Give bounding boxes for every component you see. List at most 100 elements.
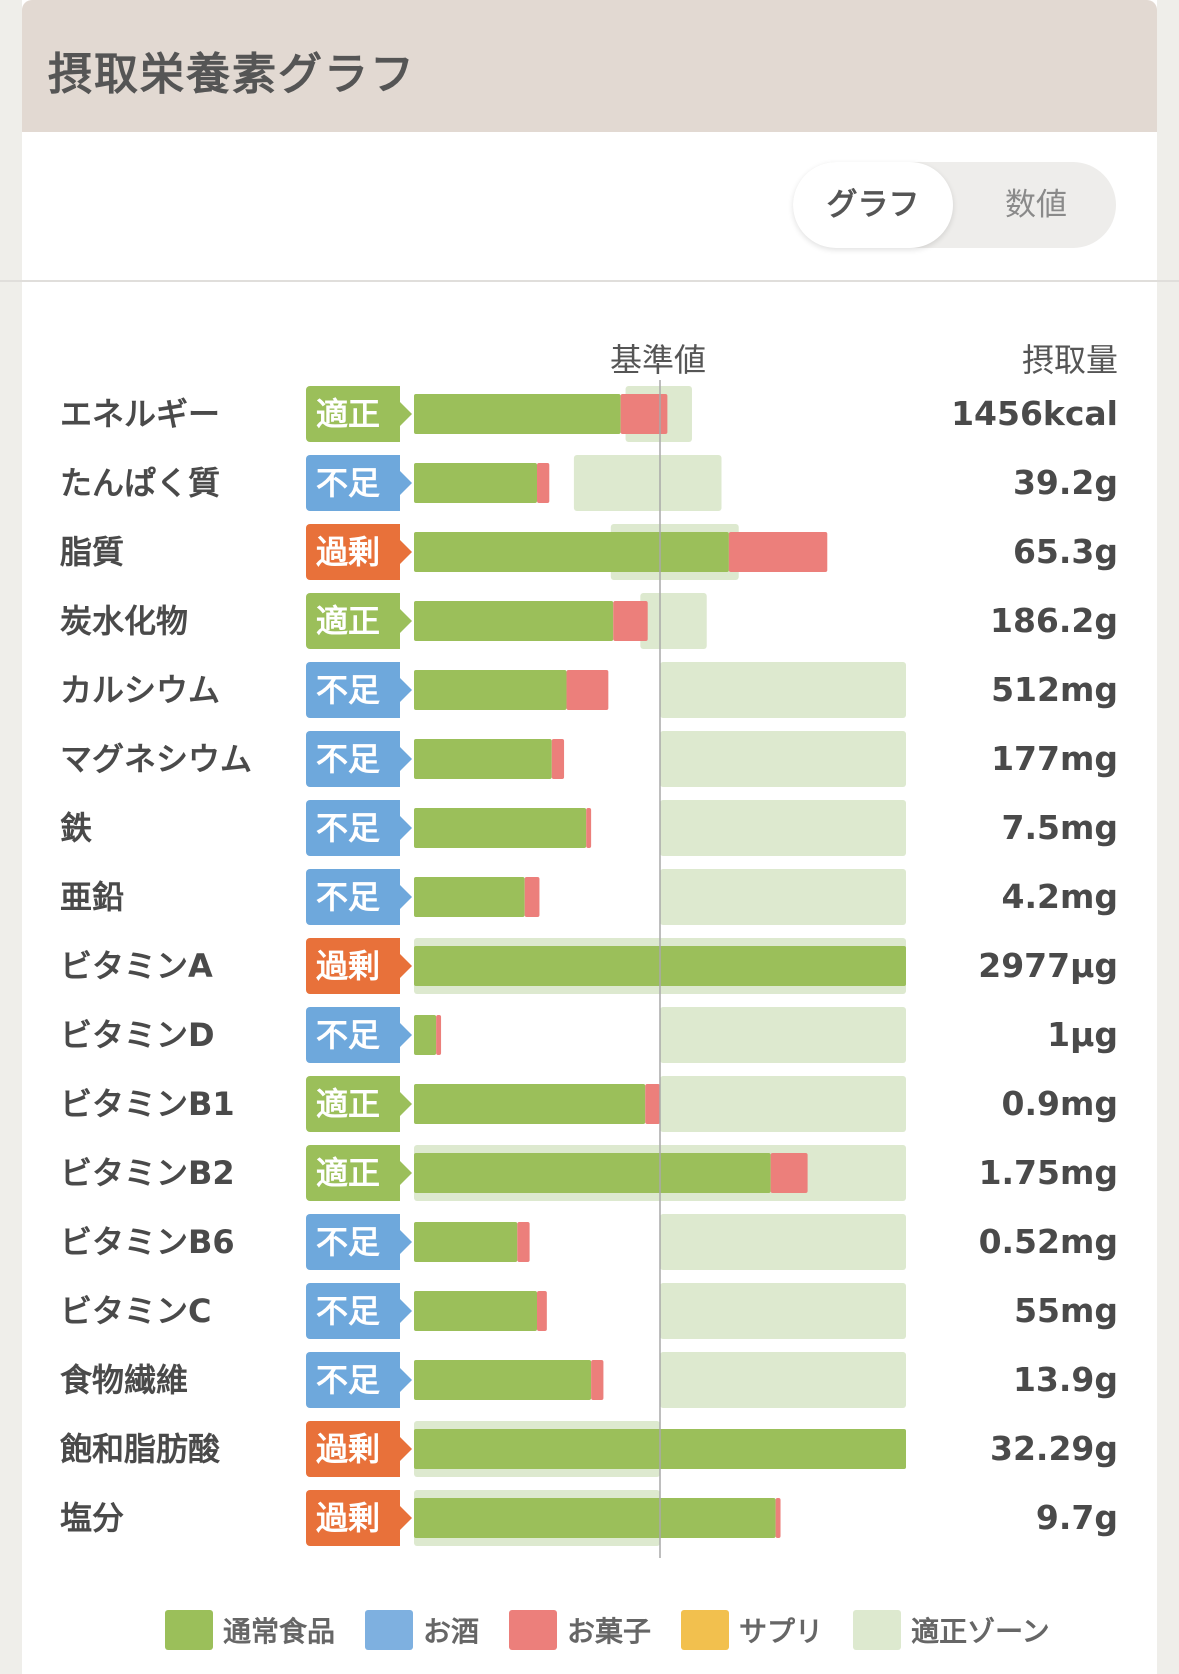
legend-item: お酒	[365, 1610, 479, 1650]
nutrient-label: 亜鉛	[60, 878, 125, 916]
status-badge: 不足	[306, 800, 412, 856]
toggle-number[interactable]: 数値	[1005, 187, 1067, 223]
bar-お菓子	[620, 394, 668, 434]
ok-zone	[660, 731, 906, 787]
bar-お菓子	[591, 1360, 604, 1400]
legend-swatch	[681, 1610, 730, 1650]
bar-お菓子	[728, 532, 828, 572]
nutrient-label: 脂質	[60, 533, 125, 571]
nutrient-label: ビタミンD	[60, 1016, 215, 1054]
ok-zone	[660, 869, 906, 925]
amount-value: 512mg	[991, 670, 1118, 709]
bar-お菓子	[537, 463, 550, 503]
bar-お菓子	[770, 1153, 808, 1193]
amount-value: 9.7g	[1035, 1498, 1118, 1537]
amount-value: 4.2mg	[1001, 877, 1118, 916]
view-toggle[interactable]: グラフ 数値	[793, 162, 1116, 248]
status-badge: 不足	[306, 1214, 412, 1270]
status-badge: 適正	[306, 593, 412, 649]
nutrient-label: 炭水化物	[60, 602, 189, 640]
ok-zone	[660, 1352, 906, 1408]
status-badge: 過剰	[306, 1421, 412, 1477]
bar-通常食品	[414, 394, 621, 434]
status-badge: 適正	[306, 1145, 412, 1201]
amount-value: 1456kcal	[951, 394, 1118, 433]
amount-value: 13.9g	[1012, 1360, 1118, 1399]
legend-item: お菓子	[509, 1610, 651, 1650]
amount-value: 1μg	[1047, 1015, 1118, 1054]
ok-zone	[660, 662, 906, 718]
status-badge: 不足	[306, 662, 412, 718]
ok-zone	[660, 1007, 906, 1063]
bar-お菓子	[537, 1291, 547, 1331]
status-badge: 不足	[306, 869, 412, 925]
bar-お菓子	[517, 1222, 530, 1262]
status-badge: 適正	[306, 1076, 412, 1132]
amount-value: 177mg	[991, 739, 1118, 778]
bar-通常食品	[414, 601, 614, 641]
nutrient-label: ビタミンB6	[60, 1223, 235, 1261]
bar-お菓子	[524, 877, 540, 917]
nutrient-label: エネルギー	[60, 395, 221, 433]
amount-value: 32.29g	[989, 1429, 1118, 1468]
bar-通常食品	[414, 739, 552, 779]
nutrient-label: 鉄	[60, 809, 93, 847]
nutrient-label: 塩分	[60, 1499, 125, 1537]
legend-swatch	[853, 1610, 902, 1650]
legend-item: 適正ゾーン	[853, 1610, 1050, 1650]
bar-通常食品	[414, 808, 587, 848]
nutrient-label: ビタミンB2	[60, 1154, 235, 1192]
legend-label: 適正ゾーン	[911, 1615, 1050, 1648]
page-title: 摂取栄養素グラフ	[48, 49, 416, 100]
bar-通常食品	[414, 1084, 646, 1124]
nutrient-label: 飽和脂肪酸	[60, 1430, 221, 1468]
bar-通常食品	[414, 670, 567, 710]
toggle-graph[interactable]: グラフ	[793, 162, 953, 248]
bar-通常食品	[414, 1291, 537, 1331]
bar-通常食品	[414, 1360, 592, 1400]
legend-label: 通常食品	[223, 1615, 336, 1648]
bar-お菓子	[775, 1498, 781, 1538]
legend-label: サプリ	[739, 1615, 824, 1648]
status-badge: 不足	[306, 731, 412, 787]
status-badge: 不足	[306, 1352, 412, 1408]
status-badge: 不足	[306, 1007, 412, 1063]
bar-通常食品	[414, 463, 537, 503]
amount-value: 39.2g	[1012, 463, 1118, 502]
ok-zone	[660, 1076, 906, 1132]
nutrient-label: ビタミンC	[60, 1292, 212, 1330]
amount-value: 55mg	[1014, 1291, 1118, 1330]
bar-お菓子	[551, 739, 565, 779]
status-badge: 過剰	[306, 938, 412, 994]
ok-zone	[660, 800, 906, 856]
status-badge: 適正	[306, 386, 412, 442]
amount-value: 7.5mg	[1001, 808, 1118, 847]
nutrient-label: カルシウム	[60, 671, 221, 709]
bar-通常食品	[414, 1222, 518, 1262]
bar-お菓子	[613, 601, 648, 641]
legend-label: お菓子	[567, 1615, 652, 1648]
legend-swatch	[509, 1610, 558, 1650]
nutrient-label: ビタミンA	[60, 947, 213, 985]
amount-value: 2977μg	[978, 946, 1118, 985]
status-badge: 過剰	[306, 524, 412, 580]
legend-item: サプリ	[681, 1610, 823, 1650]
ok-zone	[640, 593, 707, 649]
bar-通常食品	[414, 1015, 437, 1055]
amount-value: 65.3g	[1012, 532, 1118, 571]
bar-お菓子	[436, 1015, 442, 1055]
status-badge: 不足	[306, 1283, 412, 1339]
legend-label: お酒	[423, 1615, 480, 1648]
amount-value: 186.2g	[989, 601, 1118, 640]
bar-通常食品	[414, 532, 729, 572]
bar-通常食品	[414, 1498, 776, 1538]
card-header: 摂取栄養素グラフ	[22, 0, 1157, 132]
ok-zone	[660, 1214, 906, 1270]
amount-column-header: 摂取量	[1021, 341, 1118, 379]
legend-swatch	[365, 1610, 414, 1650]
divider	[0, 280, 1179, 282]
amount-value: 0.9mg	[1001, 1084, 1118, 1123]
ok-zone	[660, 1283, 906, 1339]
chart-legend: 通常食品 お酒 お菓子 サプリ 適正ゾーン	[165, 1610, 1080, 1650]
